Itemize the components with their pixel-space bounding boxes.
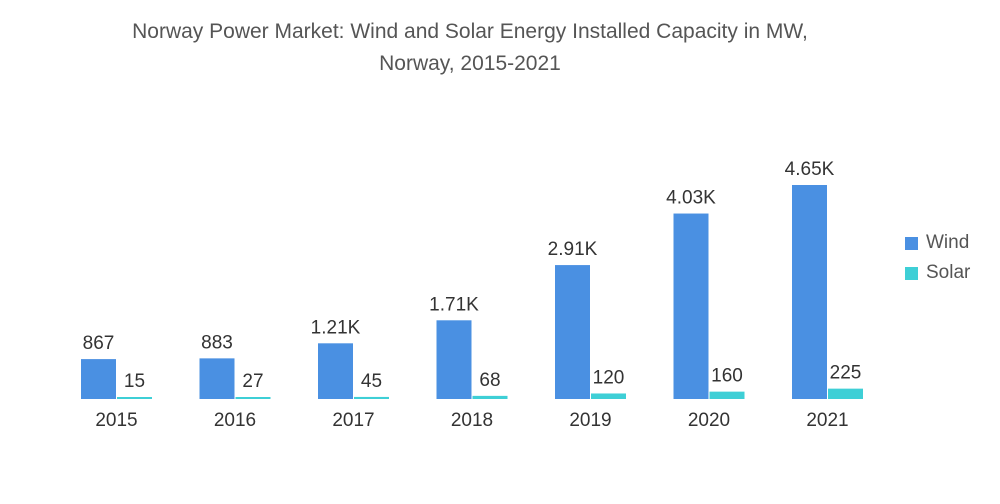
data-label-solar-2015: 15 — [124, 371, 145, 392]
data-label-solar-2020: 160 — [711, 366, 743, 387]
legend: Wind Solar — [905, 228, 970, 288]
data-label-wind-2020: 4.03K — [666, 188, 716, 209]
x-tick-label-2019: 2019 — [569, 410, 611, 431]
bar-solar-2020 — [709, 391, 745, 399]
data-label-wind-2015: 867 — [83, 333, 115, 354]
legend-swatch-solar — [905, 266, 918, 280]
data-label-wind-2017: 1.21K — [311, 317, 361, 338]
x-tick-label-2018: 2018 — [451, 410, 493, 431]
bar-solar-2018 — [472, 395, 508, 399]
legend-label-wind: Wind — [926, 232, 970, 253]
data-label-solar-2019: 120 — [593, 367, 625, 388]
x-tick-label-2016: 2016 — [214, 410, 256, 431]
x-tick-label-2020: 2020 — [688, 410, 730, 431]
bar-wind-2020 — [673, 213, 709, 399]
chart-title: Norway Power Market: Wind and Solar Ener… — [0, 16, 940, 80]
data-label-solar-2021: 225 — [830, 363, 862, 384]
bar-wind-2015 — [81, 359, 116, 399]
legend-label-solar: Solar — [926, 262, 971, 283]
legend-item-wind: Wind — [905, 228, 970, 258]
bar-wind-2019 — [555, 265, 590, 399]
legend-swatch-wind — [905, 236, 918, 250]
bar-solar-2021 — [828, 388, 863, 399]
x-tick-label-2021: 2021 — [806, 410, 848, 431]
bar-solar-2015 — [117, 397, 152, 399]
bar-wind-2021 — [792, 185, 827, 399]
chart-title-line-2: Norway, 2015-2021 — [379, 52, 561, 75]
x-tick-label-2017: 2017 — [332, 410, 374, 431]
x-tick-label-2015: 2015 — [95, 410, 137, 431]
data-label-solar-2016: 27 — [242, 371, 263, 392]
bar-wind-2018 — [436, 320, 472, 399]
data-label-wind-2019: 2.91K — [548, 239, 598, 260]
data-label-solar-2017: 45 — [361, 371, 382, 392]
bar-solar-2016 — [235, 397, 271, 399]
data-label-solar-2018: 68 — [479, 370, 500, 391]
bar-solar-2017 — [354, 396, 389, 399]
bar-solar-2019 — [591, 393, 626, 399]
chart-title-line-1: Norway Power Market: Wind and Solar Ener… — [132, 20, 808, 43]
bar-wind-2016 — [199, 358, 235, 399]
legend-item-solar: Solar — [905, 258, 970, 288]
bar-wind-2017 — [318, 343, 353, 399]
data-label-wind-2021: 4.65K — [785, 159, 835, 180]
data-label-wind-2016: 883 — [201, 332, 233, 353]
data-label-wind-2018: 1.71K — [429, 294, 479, 315]
